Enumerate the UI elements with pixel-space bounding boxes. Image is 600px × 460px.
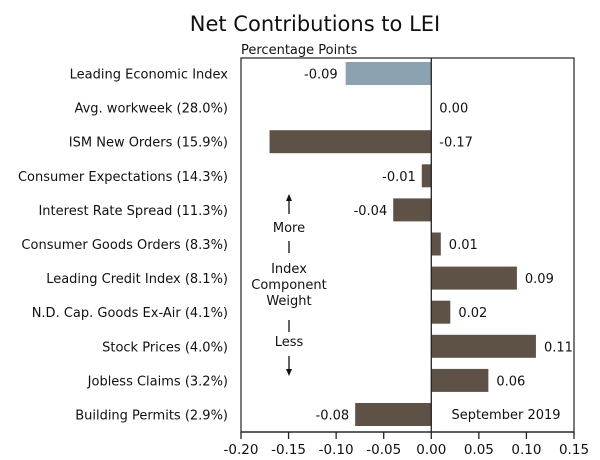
x-tick-label: -0.20 [224, 442, 259, 458]
category-labels: Leading Economic Index Avg. workweek (28.… [18, 68, 228, 424]
value-label-leading-economic-index: -0.09 [304, 68, 338, 83]
value-label-ism-new-orders-15-9: -0.17 [439, 136, 473, 151]
bar-consumer-goods-orders-8-3 [431, 232, 441, 256]
value-label-consumer-goods-orders-8-3: 0.01 [449, 238, 478, 253]
category-label-building-permits-2-9: Building Permits (2.9%) [75, 409, 228, 424]
category-label-ism-new-orders-15-9: ISM New Orders (15.9%) [69, 136, 228, 151]
bar-n-d-cap-goods-ex-air-4-1 [431, 300, 451, 324]
category-label-leading-credit-index-8-1: Leading Credit Index (8.1%) [46, 272, 228, 287]
category-label-n-d-cap-goods-ex-air-4-1: N.D. Cap. Goods Ex-Air (4.1%) [32, 306, 228, 321]
x-tick-label: 0.00 [416, 442, 446, 458]
weight-label-line1: Index [271, 262, 307, 277]
category-label-consumer-expectations-14-3: Consumer Expectations (14.3%) [18, 170, 228, 185]
weight-label-line3: Weight [266, 294, 311, 309]
bars-group [269, 62, 536, 426]
bar-consumer-expectations-14-3 [421, 164, 432, 188]
value-label-avg-workweek-28-0: 0.00 [439, 102, 468, 117]
weight-annotation: More Index Component Weight Less [251, 194, 327, 376]
x-tick-label: 0.05 [464, 442, 494, 458]
value-label-leading-credit-index-8-1: 0.09 [525, 272, 554, 287]
bar-leading-credit-index-8-1 [431, 266, 517, 290]
x-tick-label: -0.10 [319, 442, 354, 458]
category-label-interest-rate-spread-11-3: Interest Rate Spread (11.3%) [38, 204, 228, 219]
value-labels: -0.09 0.00 -0.17 -0.01 -0.04 0.01 0.09 0.02 0.11… [304, 68, 573, 424]
x-tick-label: 0.15 [559, 442, 589, 458]
chart-title: Net Contributions to LEI [190, 12, 440, 36]
bar-leading-economic-index [345, 62, 432, 85]
chart-subtitle: Percentage Points [241, 43, 358, 58]
bar-interest-rate-spread-11-3 [393, 198, 432, 222]
x-tick-label: 0.10 [511, 442, 541, 458]
arrow-down-icon [286, 369, 292, 376]
arrow-up-icon [286, 194, 292, 201]
category-label-avg-workweek-28-0: Avg. workweek (28.0%) [74, 102, 228, 117]
bar-stock-prices-4-0 [431, 334, 536, 358]
date-note: September 2019 [451, 408, 560, 423]
value-label-stock-prices-4-0: 0.11 [544, 340, 573, 355]
category-label-stock-prices-4-0: Stock Prices (4.0%) [102, 340, 228, 355]
bar-ism-new-orders-15-9 [269, 130, 432, 154]
value-label-building-permits-2-9: -0.08 [316, 409, 350, 424]
value-label-n-d-cap-goods-ex-air-4-1: 0.02 [458, 306, 487, 321]
value-label-interest-rate-spread-11-3: -0.04 [354, 204, 388, 219]
weight-label-line2: Component [251, 278, 326, 293]
x-tick-label: -0.15 [271, 442, 306, 458]
weight-less-label: Less [275, 335, 304, 350]
x-tick-label: -0.05 [366, 442, 401, 458]
value-label-consumer-expectations-14-3: -0.01 [382, 170, 416, 185]
category-label-leading-economic-index: Leading Economic Index [70, 68, 229, 83]
category-label-consumer-goods-orders-8-3: Consumer Goods Orders (8.3%) [21, 238, 228, 253]
x-axis-ticks: -0.20 -0.15 -0.10 -0.05 0.00 0.05 0.10 0.15 [224, 432, 589, 458]
bar-jobless-claims-3-2 [431, 368, 489, 392]
value-label-jobless-claims-3-2: 0.06 [496, 374, 525, 389]
bar-building-permits-2-9 [355, 403, 432, 426]
weight-more-label: More [273, 221, 305, 236]
category-label-jobless-claims-3-2: Jobless Claims (3.2%) [87, 374, 228, 389]
